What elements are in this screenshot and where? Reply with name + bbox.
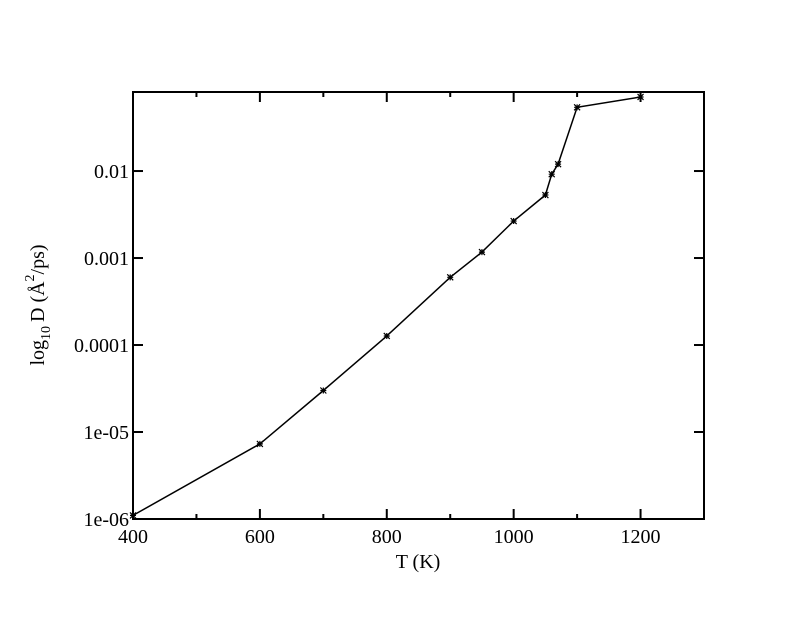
data-point	[541, 191, 549, 199]
data-point	[637, 93, 644, 101]
data-point	[383, 332, 391, 340]
x-axis-label: T (K)	[396, 551, 441, 573]
data-point	[573, 103, 581, 111]
plot-frame	[132, 91, 705, 520]
x-tick-label: 400	[118, 526, 148, 548]
y-tick-label: 0.01	[94, 161, 129, 183]
x-tick-label: 800	[372, 526, 402, 548]
data-point	[478, 248, 486, 256]
x-tick-label: 600	[245, 526, 275, 548]
data-point	[554, 160, 562, 168]
data-point	[256, 440, 264, 448]
y-axis-label: log10 D (Å2/ps)	[23, 244, 54, 365]
data-point	[510, 217, 518, 225]
data-point	[319, 387, 327, 394]
y-label-part: log	[27, 340, 49, 366]
data-line	[132, 96, 641, 517]
y-label-sub: 10	[39, 326, 54, 340]
x-tick-label: 1000	[494, 526, 534, 548]
y-label-part: /ps)	[27, 244, 49, 274]
data-point	[548, 170, 556, 178]
y-tick-label: 1e-06	[83, 509, 129, 531]
y-tick-label: 0.001	[84, 248, 129, 270]
y-tick-label: 1e-05	[83, 422, 129, 444]
y-tick-label: 0.0001	[74, 335, 129, 357]
data-point	[446, 273, 454, 281]
data-point	[129, 511, 137, 519]
x-tick-label: 1200	[621, 526, 661, 548]
y-label-part: D (Å	[27, 281, 49, 322]
y-label-sup: 2	[23, 274, 38, 281]
